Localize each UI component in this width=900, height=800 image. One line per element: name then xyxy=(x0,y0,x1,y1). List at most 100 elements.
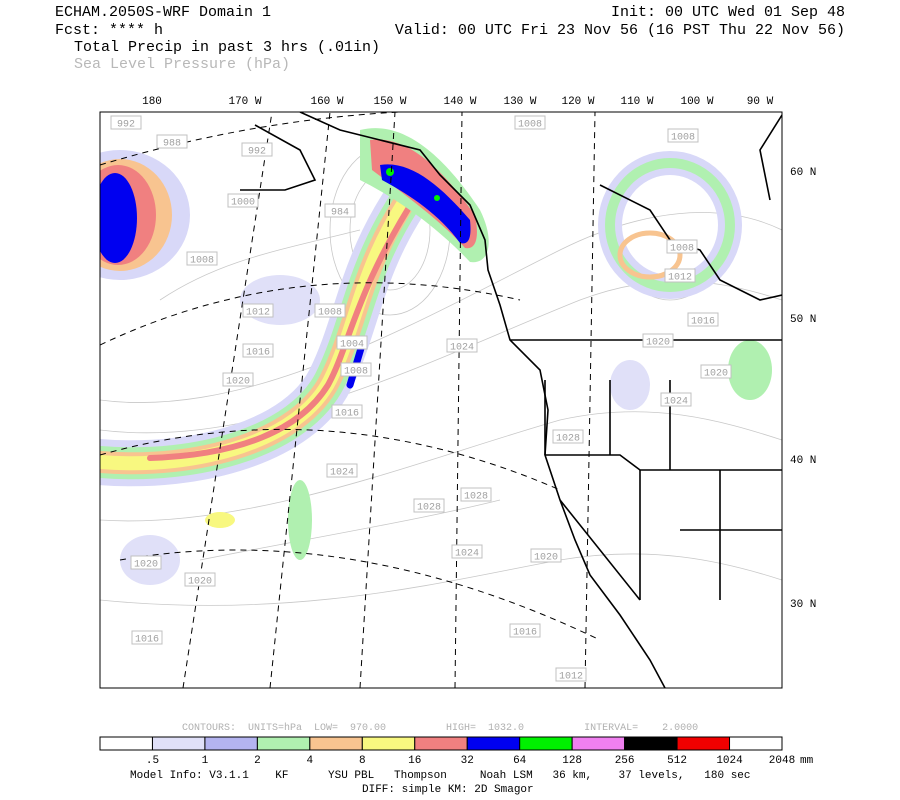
pressure-label: 1008 xyxy=(344,367,368,378)
pressure-label-box xyxy=(552,429,584,444)
diff-info: DIFF: simple KM: 2D Smagor xyxy=(362,784,534,796)
colorbar-label: 16 xyxy=(408,755,421,767)
colorbar-swatch xyxy=(676,736,731,751)
graticule xyxy=(100,112,601,688)
pressure-label: 1008 xyxy=(671,133,695,144)
pressure-label-box xyxy=(446,338,478,353)
colorbar-swatch xyxy=(151,736,206,751)
latitude-label: 50 N xyxy=(790,314,816,326)
pressure-label-box xyxy=(227,193,259,208)
pressure-label: 984 xyxy=(331,208,349,219)
pressure-label: 1008 xyxy=(518,120,542,131)
colorbar-label: 128 xyxy=(562,755,582,767)
pressure-label-box xyxy=(184,572,216,587)
coastlines xyxy=(240,112,782,688)
pressure-label-box xyxy=(336,335,368,350)
pressure-label-box xyxy=(642,333,674,348)
contour-info: CONTOURS: UNITS=hPa LOW= 970.00 HIGH= 10… xyxy=(182,722,698,734)
latitude-label: 60 N xyxy=(790,167,816,179)
colorbar-swatch xyxy=(99,736,153,751)
colorbar-swatch xyxy=(519,736,573,751)
pressure-label-box xyxy=(331,404,363,419)
colorbar-swatch xyxy=(309,736,363,751)
pressure-label-box xyxy=(314,303,346,318)
colorbar-label: 8 xyxy=(359,755,366,767)
pressure-label: 1016 xyxy=(513,628,537,639)
pressure-label-box xyxy=(326,463,358,478)
longitude-label: 100 W xyxy=(680,96,713,108)
longitude-label: 110 W xyxy=(620,96,653,108)
latitude-label: 30 N xyxy=(790,599,816,611)
longitude-label: 150 W xyxy=(373,96,406,108)
colorbar-unit: mm xyxy=(800,755,814,767)
colorbar-swatch xyxy=(414,736,468,751)
longitude-label: 160 W xyxy=(310,96,343,108)
map-frame xyxy=(99,111,783,689)
latitude-label: 40 N xyxy=(790,455,816,467)
pressure-label-box xyxy=(660,392,692,407)
pressure-label: 1016 xyxy=(246,348,270,359)
precip-east xyxy=(598,151,742,299)
pressure-label-box xyxy=(340,362,372,377)
colorbar-label: 2048 xyxy=(769,755,795,767)
pressure-label: 1020 xyxy=(226,377,250,388)
pressure-label-box xyxy=(666,239,698,254)
longitude-label: 130 W xyxy=(503,96,536,108)
colorbar-swatch xyxy=(204,736,258,751)
longitude-label: 180 xyxy=(142,96,162,108)
pressure-label-box xyxy=(413,498,445,513)
colorbar-label: 32 xyxy=(461,755,474,767)
init-time: Init: 00 UTC Wed 01 Sep 48 xyxy=(611,4,845,21)
colorbar-swatch xyxy=(624,736,678,751)
pressure-label: 1020 xyxy=(704,369,728,380)
colorbar-swatch xyxy=(571,736,626,751)
pressure-label: 1028 xyxy=(556,434,580,445)
pressure-label-box xyxy=(242,303,274,318)
pressure-label-box xyxy=(130,555,162,570)
longitude-label: 170 W xyxy=(228,96,261,108)
map-labels: 180 170 W 160 W 150 W 140 W 130 W 120 W 110 W 10… xyxy=(110,96,816,683)
title: ECHAM.2050S-WRF Domain 1 xyxy=(55,4,271,21)
pressure-label: 1024 xyxy=(330,468,354,479)
pressure-label-box xyxy=(667,128,699,143)
pressure-label: 1020 xyxy=(534,553,558,564)
pressure-label: 992 xyxy=(117,120,135,131)
pressure-label: 1020 xyxy=(134,560,158,571)
pressure-label: 1012 xyxy=(559,672,583,683)
pressure-label-box xyxy=(110,115,142,130)
colorbar-swatch xyxy=(256,736,311,751)
colorbar-swatch xyxy=(466,736,521,751)
colorbar-label: 4 xyxy=(307,755,314,767)
footer: CONTOURS: UNITS=hPa LOW= 970.00 HIGH= 10… xyxy=(99,722,814,796)
colorbar-label: 2 xyxy=(254,755,261,767)
pressure-label: 1008 xyxy=(190,256,214,267)
pressure-label-box xyxy=(530,548,562,563)
precip-band xyxy=(100,157,443,487)
colorbar-label: 1024 xyxy=(716,755,743,767)
pressure-label-box xyxy=(242,343,274,358)
colorbar-label: .5 xyxy=(146,755,159,767)
pressure-label: 1008 xyxy=(670,244,694,255)
pressure-label: 1016 xyxy=(335,409,359,420)
model-info: Model Info: V3.1.1 KF YSU PBL Thompson N… xyxy=(130,770,751,782)
pressure-label: 1024 xyxy=(455,549,479,560)
pressure-label-box xyxy=(700,364,732,379)
valid-time: Valid: 00 UTC Fri 23 Nov 56 (16 PST Thu … xyxy=(395,22,845,39)
pressure-label: 1012 xyxy=(668,273,692,284)
colorbar-label: 256 xyxy=(615,755,635,767)
pressure-label: 1016 xyxy=(135,635,159,646)
pressure-label: 1024 xyxy=(450,343,474,354)
pressure-label: 992 xyxy=(248,147,266,158)
pressure-label-box xyxy=(555,667,587,682)
pressure-label-box xyxy=(509,623,541,638)
pressure-label: 988 xyxy=(163,139,181,150)
colorbar-label: 1 xyxy=(202,755,209,767)
pressure-label-box xyxy=(664,268,696,283)
pressure-label: 1008 xyxy=(318,308,342,319)
pressure-label: 1004 xyxy=(340,340,364,351)
field-label: Total Precip in past 3 hrs (.01in) xyxy=(74,39,380,56)
pressure-label: 1012 xyxy=(246,308,270,319)
pressure-label: 1016 xyxy=(691,317,715,328)
